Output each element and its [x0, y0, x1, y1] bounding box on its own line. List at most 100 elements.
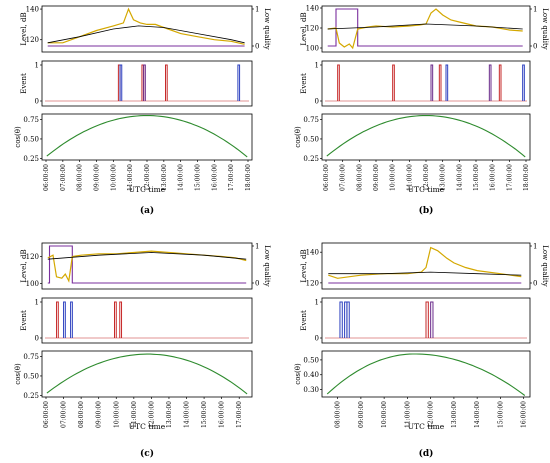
panel-caption: (b): [419, 205, 434, 216]
cos-ytick-label: 0.75: [23, 116, 39, 124]
x-tick-label: 15:00:00: [195, 164, 202, 191]
event-pulse: [339, 301, 343, 338]
low-quality-line: [327, 8, 523, 47]
level-trend: [47, 25, 245, 44]
x-tick-label: 09:00:00: [358, 401, 365, 428]
event-ytick-label: 0: [35, 98, 39, 106]
cos-curve: [326, 115, 526, 158]
level-trend: [328, 271, 522, 276]
event-pulse: [438, 64, 442, 101]
level-ylabel: Level, dB: [20, 12, 28, 45]
panel-0: 120 140 0 1 Level, dB Low quality 0 1 Event 0.25 0…: [14, 6, 271, 217]
event-pulse: [143, 64, 146, 101]
low-quality-line: [47, 245, 247, 284]
level-ytick-label: 140: [306, 5, 319, 13]
x-tick-label: 07:00:00: [340, 164, 347, 191]
x-tick-label: 12:00:00: [148, 401, 155, 428]
event-ylabel: Event: [300, 310, 308, 331]
level-ytick-label: 120: [26, 36, 39, 44]
cos-ylabel: cos(θ): [14, 126, 22, 148]
level-ytick-label: 140: [26, 6, 39, 14]
event-pulse: [119, 301, 123, 338]
x-tick-label: 08:00:00: [78, 401, 85, 428]
quality-ytick-label: 0: [255, 280, 259, 288]
event-ytick-label: 1: [35, 62, 39, 70]
x-tick-label: 13:00:00: [451, 401, 458, 428]
quality-ytick-label: 0: [533, 280, 537, 288]
x-tick-label: 15:00:00: [497, 401, 504, 428]
quality-ytick-label: 1: [533, 6, 537, 14]
panel-caption: (d): [419, 448, 434, 459]
cos-ytick-label: 0.40: [303, 371, 319, 379]
x-tick-label: 10:00:00: [381, 401, 388, 428]
event-ytick-label: 1: [315, 62, 319, 70]
event-pulse: [522, 64, 525, 101]
cos-ytick-label: 0.25: [23, 392, 39, 400]
cos-frame: [41, 350, 253, 398]
level-ytick-label: 100: [26, 280, 39, 288]
x-tick-label: 12:00:00: [144, 164, 151, 191]
cos-ytick-label: 0.50: [23, 135, 39, 143]
level-ylabel: Level, dB: [300, 12, 308, 45]
event-ylabel: Event: [20, 310, 28, 331]
event-pulse: [430, 301, 434, 338]
event-pulse: [346, 301, 350, 338]
event-frame: [41, 297, 253, 344]
x-tick-label: 08:00:00: [77, 164, 84, 191]
panel-1: 100 120 140 0 1 Level, dB Low quality 0 1 Event 0.…: [294, 5, 549, 217]
cos-frame: [321, 350, 531, 398]
x-tick-label: 13:00:00: [161, 164, 168, 191]
x-tick-label: 13:00:00: [166, 401, 173, 428]
level-frame: [41, 242, 253, 290]
x-tick-label: 13:00:00: [440, 164, 447, 191]
quality-ytick-label: 1: [533, 243, 537, 251]
level-series: [328, 246, 522, 279]
x-tick-label: 07:00:00: [60, 164, 67, 191]
level-ylabel: Level, dB: [20, 249, 28, 282]
level-ytick-label: 100: [306, 45, 319, 53]
level-ytick-label: 120: [306, 279, 319, 287]
event-pulse: [498, 64, 502, 101]
x-tick-label: 09:00:00: [96, 401, 103, 428]
x-tick-label: 08:00:00: [335, 401, 342, 428]
panel-3: 120 140 0 1 Level, dB Low quality 0 1 Event 0.30 0…: [294, 243, 549, 460]
event-pulse: [488, 64, 492, 101]
cos-ylabel: cos(θ): [14, 363, 22, 385]
x-tick-label: 17:00:00: [236, 401, 243, 428]
x-axis-label: UTC time: [408, 185, 445, 194]
level-ytick-label: 120: [26, 253, 39, 261]
event-pulse: [392, 64, 395, 101]
x-tick-label: 16:00:00: [521, 401, 528, 428]
cos-ytick-label: 0.30: [303, 386, 319, 394]
x-tick-label: 12:00:00: [423, 164, 430, 191]
x-tick-label: 15:00:00: [201, 401, 208, 428]
event-pulse: [430, 64, 434, 101]
cos-curve: [326, 353, 526, 396]
quality-ylabel: Low quality: [541, 8, 549, 50]
x-tick-label: 09:00:00: [94, 164, 101, 191]
cos-ytick-label: 0.25: [303, 155, 319, 163]
cos-curve: [46, 115, 248, 158]
quality-ytick-label: 0: [255, 43, 259, 51]
x-tick-label: 06:00:00: [43, 164, 50, 191]
x-tick-label: 07:00:00: [61, 401, 68, 428]
x-tick-label: 16:00:00: [219, 401, 226, 428]
x-tick-label: 14:00:00: [456, 164, 463, 191]
level-series: [47, 250, 247, 283]
panel-2: 100 120 0 1 Level, dB Low quality 0 1 Event 0.25 0…: [14, 243, 271, 460]
x-tick-label: 14:00:00: [474, 401, 481, 428]
event-pulse: [237, 64, 241, 101]
x-tick-label: 14:00:00: [184, 401, 191, 428]
event-pulse: [63, 301, 66, 338]
x-tick-label: 11:00:00: [404, 401, 411, 428]
x-axis-label: UTC time: [129, 422, 166, 431]
event-pulse: [425, 301, 429, 338]
x-tick-label: 11:00:00: [127, 164, 134, 191]
x-tick-label: 10:00:00: [113, 401, 120, 428]
cos-ytick-label: 0.25: [23, 155, 39, 163]
quality-ylabel: Low quality: [541, 245, 549, 287]
x-tick-label: 09:00:00: [373, 164, 380, 191]
event-frame: [321, 60, 531, 107]
event-pulse: [119, 64, 123, 101]
event-frame: [41, 60, 253, 107]
